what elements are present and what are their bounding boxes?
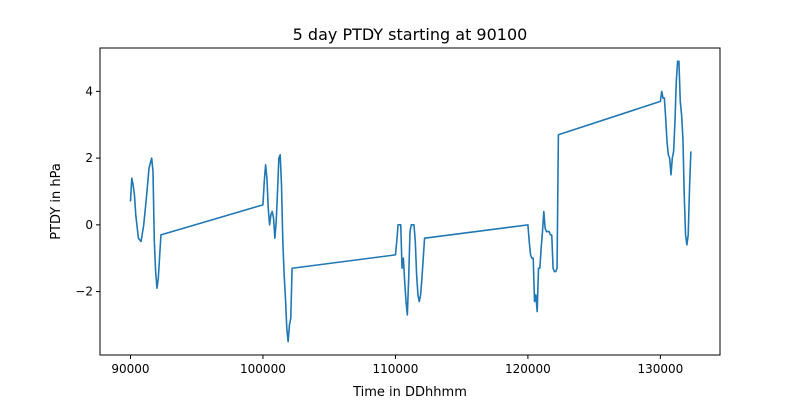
ptdy-series-line [130,61,690,341]
y-tick-label: −2 [75,285,93,299]
y-tick-label: 0 [85,218,93,232]
x-tick-label: 90000 [111,362,149,376]
x-axis: 90000 100000 110000 120000 130000 [111,355,683,376]
x-tick-label: 120000 [505,362,551,376]
series-layer [130,61,690,341]
x-axis-label: Time in DDhhmm [352,385,467,400]
y-tick-label: 4 [85,84,93,98]
plot-frame [100,48,720,355]
y-axis-label: PTDY in hPa [49,163,64,240]
x-tick-label: 100000 [240,362,286,376]
x-tick-label: 130000 [637,362,683,376]
y-axis: −2 0 2 4 [75,84,100,298]
chart-title: 5 day PTDY starting at 90100 [293,25,528,44]
x-tick-label: 110000 [373,362,419,376]
y-tick-label: 2 [85,151,93,165]
